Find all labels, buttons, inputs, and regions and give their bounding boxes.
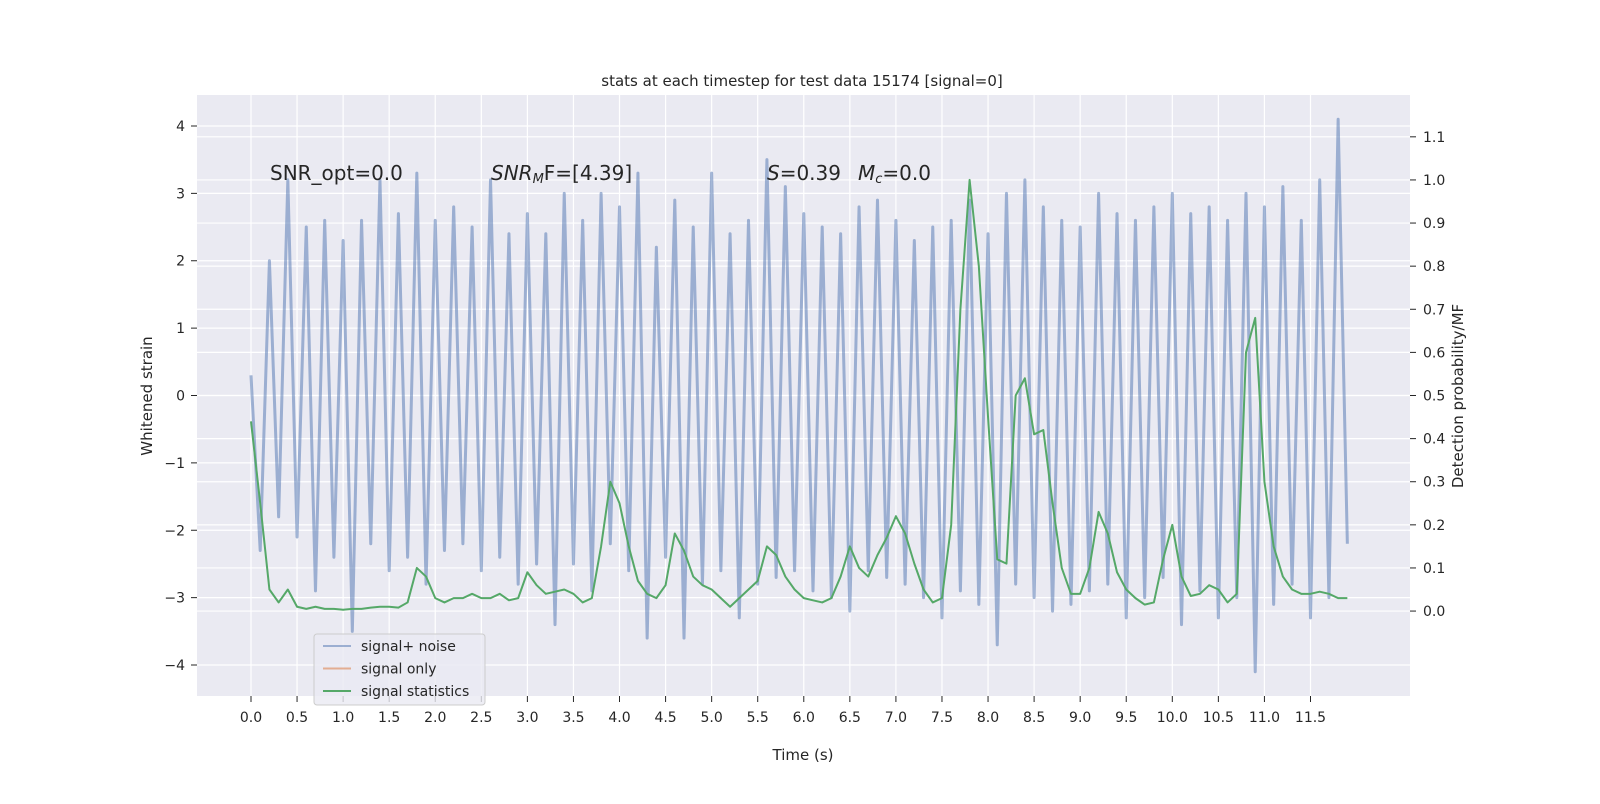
annotation-part: M [533,172,544,187]
x-tick-label: 4.0 [608,710,630,726]
x-tick-label: 5.0 [701,710,723,726]
y-tick-label: −4 [164,658,185,674]
y2-tick-label: 0.3 [1423,475,1445,491]
y-tick-label: −3 [164,591,185,607]
legend-label: signal+ noise [361,639,456,655]
legend-box [313,633,486,706]
x-tick-label: 1.0 [332,710,354,726]
x-tick-label: 6.5 [839,710,861,726]
y-tick-label: 3 [176,186,185,202]
x-tick-label: 9.5 [1115,710,1137,726]
y-tick-label: −2 [164,523,185,539]
y2-tick-label: 0.6 [1423,345,1445,361]
y-tick-label: 2 [176,254,185,270]
annotation-part: =0.39 [780,161,841,185]
x-tick-label: 8.5 [1023,710,1045,726]
x-tick-label: 10.5 [1203,710,1234,726]
marks [249,117,1349,674]
legend: signal+ noise signal only signal statistic… [313,633,486,706]
series-line [249,117,1349,674]
x-tick-label: 5.5 [747,710,769,726]
y2-tick-label: 0.4 [1423,432,1445,448]
annotation: S=0.39 [767,161,841,185]
y-axis-label: Whitened strain [138,336,156,455]
y2-tick-label: 0.0 [1423,604,1445,620]
annotation-part: S [767,161,780,185]
annotation: SNRMF=[4.39] [491,161,632,187]
x-tick-label: 1.5 [378,710,400,726]
annotation-part: c [875,172,882,187]
y2-tick-label: 0.2 [1423,518,1445,534]
y-tick-label: 0 [176,389,185,405]
x-tick-label: 7.5 [931,710,953,726]
y2-tick-label: 0.9 [1423,216,1445,232]
y-tick-label: 4 [176,119,185,135]
x-tick-label: 6.0 [793,710,815,726]
y2-tick-label: 0.7 [1423,302,1445,318]
y-tick-label: −1 [164,456,185,472]
y2-axis-label: Detection probability/MF [1449,304,1467,488]
annotation: SNR_opt=0.0 [270,161,403,185]
x-tick-label: 9.0 [1069,710,1091,726]
legend-label: signal only [361,662,436,678]
y2-tick-label: 0.1 [1423,561,1445,577]
x-axis-label: Time (s) [772,746,834,764]
x-tick-label: 3.5 [562,710,584,726]
legend-label: signal statistics [361,684,469,700]
x-tick-label: 10.0 [1157,710,1188,726]
x-tick-label: 0.0 [240,710,262,726]
y2-tick-label: 1.0 [1423,173,1445,189]
series-line [249,178,1348,611]
annotation-part: SNR [491,161,533,185]
y2-tick-label: 0.8 [1423,259,1445,275]
x-tick-label: 8.0 [977,710,999,726]
x-tick-label: 2.5 [470,710,492,726]
x-tick-label: 3.0 [516,710,538,726]
chart-title: stats at each timestep for test data 151… [601,72,1002,90]
annotation: Mc=0.0 [858,161,931,187]
y2-tick-label: 1.1 [1423,130,1445,146]
annotations: SNR_opt=0.0 SNRMF=[4.39] S=0.39 Mc=0.0 [270,161,931,187]
annotation-part: F=[4.39] [544,161,632,185]
x-tick-label: 2.0 [424,710,446,726]
y2-tick-label: 0.5 [1423,389,1445,405]
x-tick-label: 11.0 [1249,710,1280,726]
x-tick-label: 4.5 [654,710,676,726]
annotation-part: =0.0 [882,161,931,185]
annotation-part: M [858,161,875,185]
x-tick-label: 11.5 [1295,710,1326,726]
axes: 0.0 0.5 1.0 1.5 2.0 2.5 3.0 3.5 4.0 4.5 5.0 5.5 6.0 6… [164,119,1445,726]
x-tick-label: 0.5 [286,710,308,726]
x-tick-label: 7.0 [885,710,907,726]
y-tick-label: 1 [176,321,185,337]
